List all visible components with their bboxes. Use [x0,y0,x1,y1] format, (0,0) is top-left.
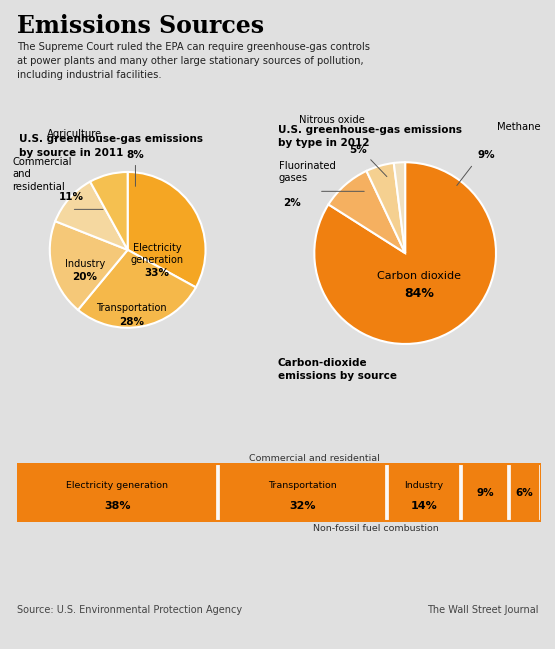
Text: Commercial
and
residential: Commercial and residential [12,157,72,192]
Text: Commercial and residential: Commercial and residential [249,454,380,463]
Text: Methane: Methane [497,122,541,132]
Text: Nitrous oxide: Nitrous oxide [299,115,365,125]
Bar [17,464,217,521]
Wedge shape [78,250,196,328]
Text: Non-fossil fuel combustion: Non-fossil fuel combustion [312,524,438,533]
Wedge shape [128,172,205,288]
Text: 33%: 33% [145,268,170,278]
Text: 5%: 5% [349,145,367,155]
Text: Source: U.S. Environmental Protection Agency: Source: U.S. Environmental Protection Ag… [17,605,242,615]
Bar [462,464,508,521]
Text: 6%: 6% [516,487,533,498]
Text: U.S. greenhouse-gas emissions
by type in 2012: U.S. greenhouse-gas emissions by type in… [278,125,462,148]
Wedge shape [366,163,405,253]
Text: 9%: 9% [478,151,496,160]
Text: U.S. greenhouse-gas emissions
by source in 2011: U.S. greenhouse-gas emissions by source … [19,134,204,158]
Wedge shape [329,171,405,253]
Text: 2%: 2% [282,198,300,208]
Text: 38%: 38% [104,501,130,511]
Text: The Supreme Court ruled the EPA can require greenhouse-gas controls
at power pla: The Supreme Court ruled the EPA can requ… [17,42,370,80]
Text: Industry: Industry [405,481,443,490]
Text: 11%: 11% [59,191,84,202]
Text: Emissions Sources: Emissions Sources [17,14,264,38]
Text: 9%: 9% [476,487,494,498]
Text: Electricity
generation: Electricity generation [130,243,184,265]
Text: 84%: 84% [404,288,433,300]
Wedge shape [50,221,128,310]
Text: Carbon-dioxide
emissions by source: Carbon-dioxide emissions by source [278,358,396,382]
Text: 28%: 28% [119,317,144,326]
Text: The Wall Street Journal: The Wall Street Journal [427,605,538,615]
Wedge shape [314,162,496,344]
Wedge shape [393,162,405,253]
Text: Fluorinated
gases: Fluorinated gases [279,161,335,184]
Text: Agriculture: Agriculture [47,129,103,139]
Bar [388,464,461,521]
Text: 8%: 8% [127,151,144,160]
Text: Transportation: Transportation [268,481,337,490]
Wedge shape [56,182,128,250]
Text: 14%: 14% [411,501,437,511]
Text: 20%: 20% [72,272,97,282]
Text: Industry: Industry [65,259,105,269]
Wedge shape [90,172,128,250]
Text: Electricity generation: Electricity generation [66,481,168,490]
Text: Carbon dioxide: Carbon dioxide [377,271,461,281]
Bar [219,464,386,521]
Text: Transportation: Transportation [96,303,167,313]
Text: 32%: 32% [289,501,316,511]
Bar [509,464,540,521]
